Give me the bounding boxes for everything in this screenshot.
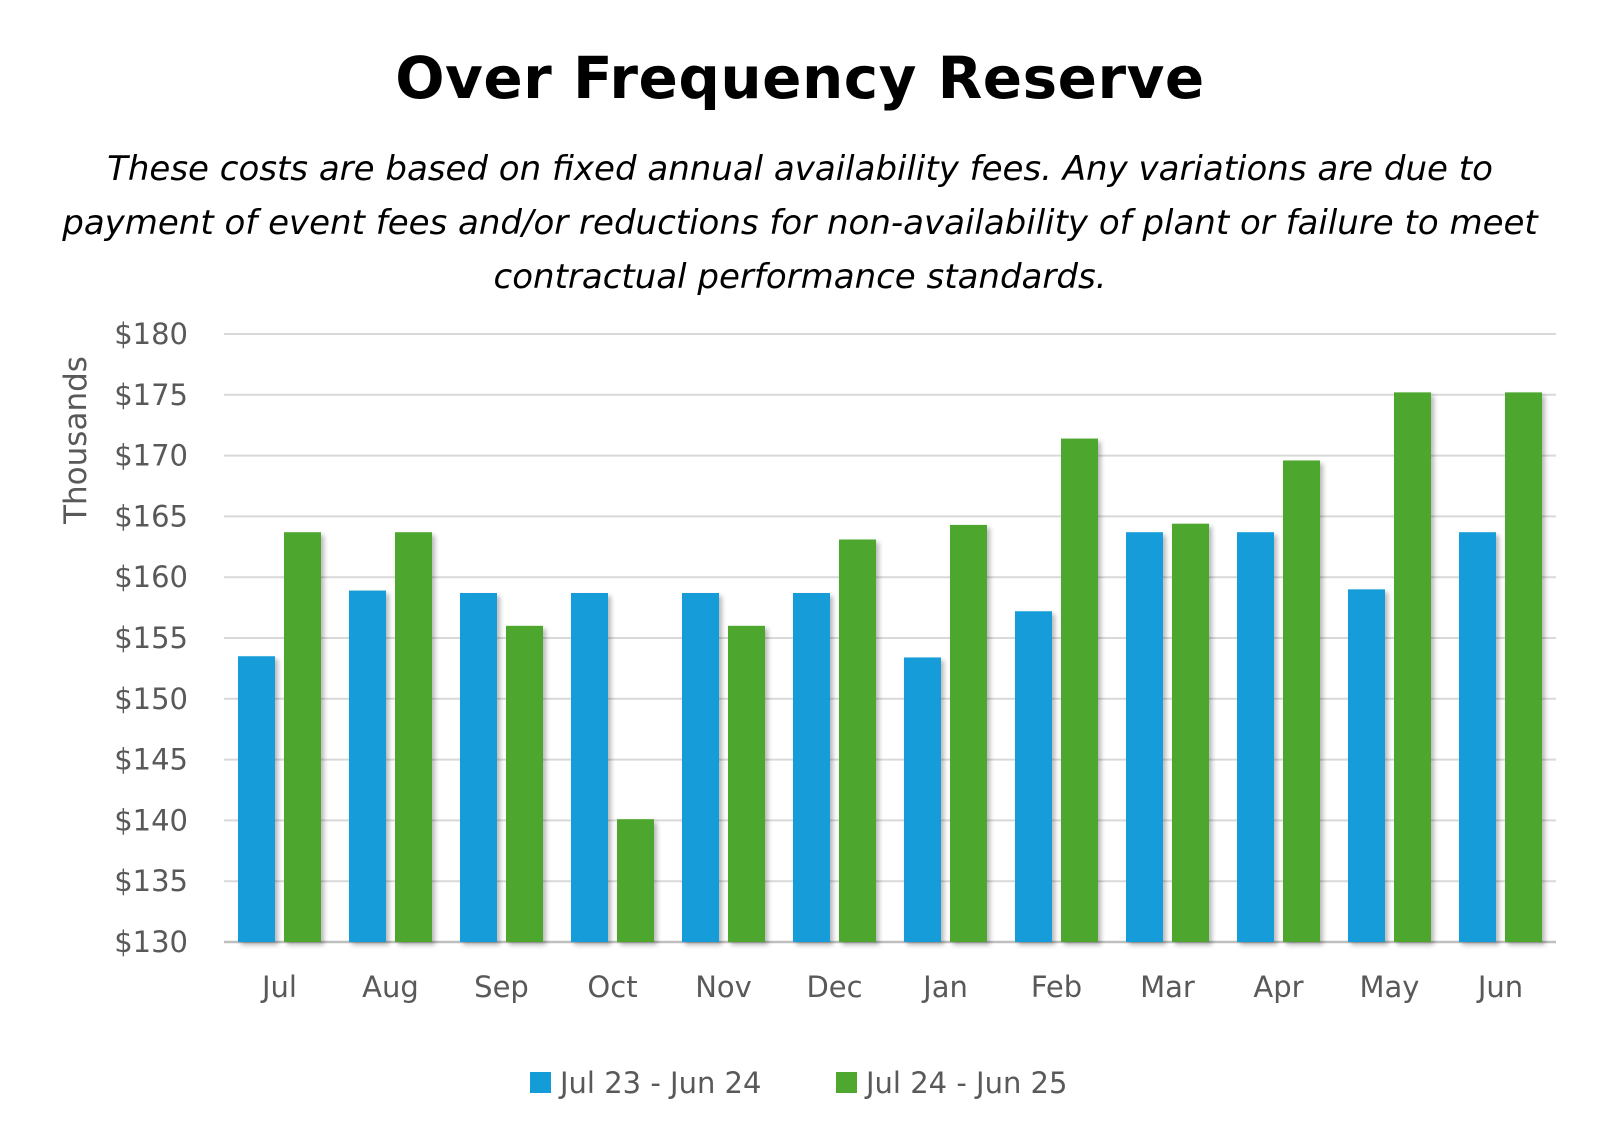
legend-swatch — [530, 1072, 551, 1093]
bar-series2-jan — [950, 524, 987, 942]
bar-series1-jun — [1459, 532, 1496, 942]
bar-series2-oct — [617, 819, 654, 942]
bar-series1-apr — [1237, 532, 1274, 942]
bars — [238, 392, 1542, 942]
chart-subtitle: These costs are based on fixed annual av… — [62, 149, 1538, 297]
y-tick-label: $130 — [114, 925, 188, 959]
x-tick-label: Jun — [1476, 970, 1523, 1004]
bar-series2-jun — [1505, 392, 1542, 942]
bar-series1-nov — [682, 593, 719, 942]
x-tick-label: Feb — [1031, 970, 1082, 1004]
x-tick-label: Mar — [1140, 970, 1195, 1004]
y-tick-label: $170 — [114, 439, 188, 473]
bar-series2-aug — [395, 532, 432, 942]
bar-series2-mar — [1172, 523, 1209, 942]
gridlines — [224, 333, 1556, 944]
bar-series1-oct — [571, 593, 608, 942]
legend-swatch — [836, 1072, 857, 1093]
x-tick-label: Oct — [587, 970, 637, 1004]
x-tick-label: Jan — [921, 970, 968, 1004]
y-axis-ticks: $130 $135 $140 $145 $150 $155 $160 $165 $170 $175… — [114, 317, 188, 959]
y-tick-label: $175 — [114, 378, 188, 412]
bar-series2-jul — [284, 532, 321, 942]
bar-series1-jul — [238, 656, 275, 942]
y-tick-label: $165 — [114, 499, 188, 533]
y-tick-label: $145 — [114, 743, 188, 777]
bar-series2-dec — [839, 539, 876, 942]
x-tick-label: Nov — [695, 970, 752, 1004]
bar-series1-feb — [1015, 611, 1052, 942]
y-tick-label: $140 — [114, 803, 188, 837]
legend-label: Jul 24 - Jun 25 — [864, 1066, 1067, 1100]
bar-series2-feb — [1061, 438, 1098, 942]
y-tick-label: $155 — [114, 621, 188, 655]
x-tick-label: Jul — [260, 970, 297, 1004]
chart-title: Over Frequency Reserve — [395, 44, 1205, 112]
x-tick-label: May — [1360, 970, 1420, 1004]
x-tick-label: Aug — [362, 970, 419, 1004]
bar-series2-nov — [728, 625, 765, 942]
x-tick-label: Apr — [1253, 970, 1303, 1004]
bar-series1-jan — [904, 657, 941, 942]
bar-series1-mar — [1126, 532, 1163, 942]
bar-series1-sep — [460, 593, 497, 942]
bar-series2-sep — [506, 625, 543, 942]
x-tick-label: Sep — [474, 970, 529, 1004]
legend: Jul 23 - Jun 24 Jul 24 - Jun 25 — [530, 1066, 1067, 1100]
y-tick-label: $135 — [114, 864, 188, 898]
y-tick-label: $180 — [114, 317, 188, 351]
bar-series2-apr — [1283, 460, 1320, 942]
y-axis-label: Thousands — [58, 356, 94, 525]
x-axis-ticks: Jul Aug Sep Oct Nov Dec Jan Feb Mar Apr May Jun — [260, 970, 1523, 1004]
legend-label: Jul 23 - Jun 24 — [558, 1066, 761, 1100]
x-tick-label: Dec — [806, 970, 862, 1004]
y-tick-label: $150 — [114, 682, 188, 716]
bar-series1-dec — [793, 593, 830, 942]
bar-series2-may — [1394, 392, 1431, 942]
bar-series1-may — [1348, 589, 1385, 942]
y-tick-label: $160 — [114, 560, 188, 594]
bar-series1-aug — [349, 590, 386, 942]
